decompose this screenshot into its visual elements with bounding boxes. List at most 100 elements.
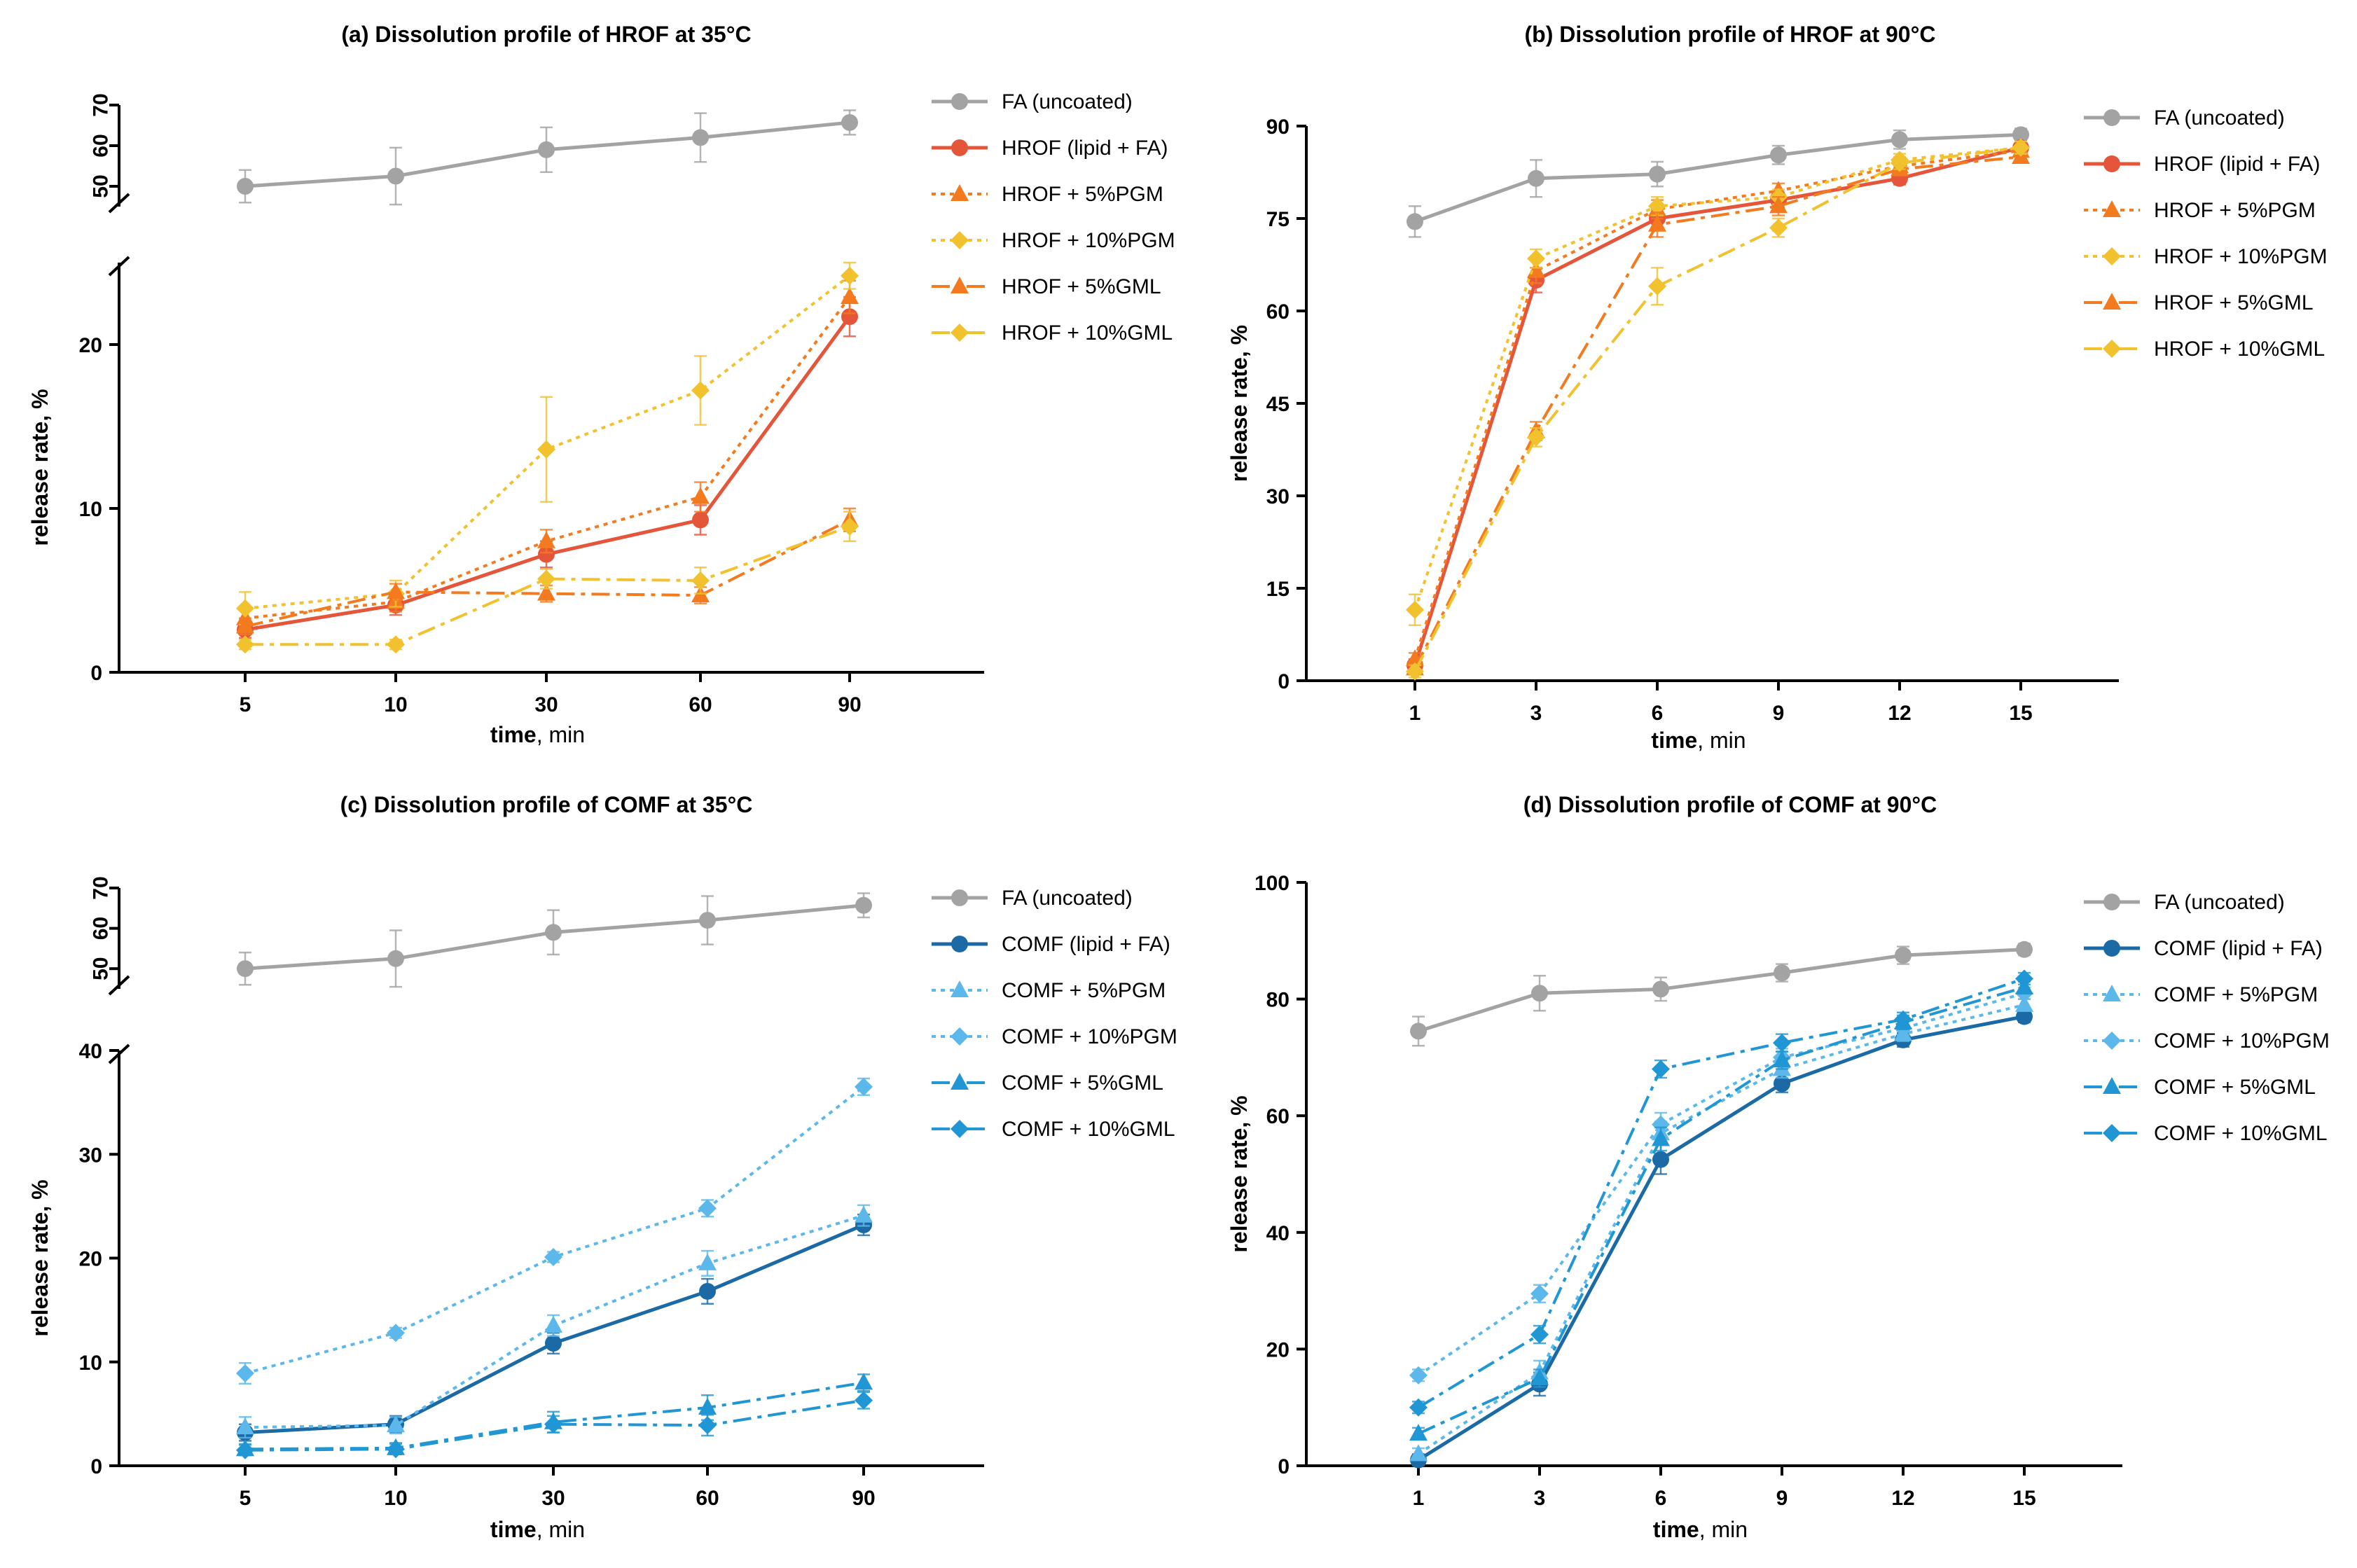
legend-item: HROF + 10%GML (932, 321, 1173, 345)
data-point (236, 1441, 254, 1459)
legend-label: HROF + 5%PGM (2154, 199, 2316, 222)
legend-item: COMF + 5%PGM (932, 979, 1166, 1002)
x-axis-label: time, min (1651, 728, 1746, 753)
series-line (1414, 132, 2021, 223)
legend-marker (2103, 340, 2121, 358)
data-point (1769, 218, 1788, 237)
data-point (1409, 1398, 1428, 1417)
series-5 (1409, 969, 2033, 1417)
x-tick-label: 12 (1888, 702, 1911, 725)
series-line (1417, 977, 2025, 1409)
legend-item: FA (uncoated) (2084, 106, 2285, 130)
legend-label: HROF + 5%GML (1002, 275, 1161, 298)
series-line (1418, 986, 2025, 1436)
y-tick-label: 15 (1266, 578, 1290, 601)
data-point (1652, 1151, 1669, 1168)
series-3 (236, 261, 859, 626)
legend-label: HROF + 5%GML (2154, 291, 2314, 314)
chart-title: (a) Dissolution profile of HROF at 35°C (341, 22, 751, 47)
legend-item: HROF + 5%GML (932, 275, 1161, 298)
series-3 (236, 1077, 873, 1385)
legend-item: HROF + 10%PGM (932, 229, 1175, 252)
data-point (544, 1248, 562, 1267)
data-point (537, 531, 555, 548)
legend-label: FA (uncoated) (2154, 891, 2285, 914)
legend-item: COMF (lipid + FA) (2084, 937, 2323, 960)
y-tick-label: 60 (90, 134, 113, 157)
legend-label: COMF + 5%PGM (1002, 979, 1166, 1002)
x-tick-label: 15 (2009, 702, 2032, 725)
series-line (244, 275, 851, 610)
y-tick-label: 50 (90, 174, 113, 197)
legend-label: HROF (lipid + FA) (2154, 153, 2321, 176)
legend-marker (951, 184, 969, 201)
data-point (692, 511, 709, 529)
legend-item: COMF + 5%PGM (2084, 983, 2318, 1006)
chart-panel-b: (b) Dissolution profile of HROF at 90°C 0… (1226, 22, 2328, 753)
y-tick-label: 75 (1266, 208, 1290, 231)
data-point (841, 287, 859, 305)
legend-label: HROF + 10%PGM (2154, 245, 2328, 268)
legend-label: COMF (lipid + FA) (1002, 933, 1170, 956)
y-tick-label: 60 (90, 917, 113, 940)
series-2 (1406, 141, 2030, 667)
x-tick-label: 30 (534, 693, 558, 716)
x-tick-label: 9 (1773, 702, 1785, 725)
data-point (1530, 1368, 1549, 1386)
legend-label: COMF + 5%GML (1002, 1071, 1163, 1095)
series-3 (1406, 138, 2030, 627)
data-point (1527, 428, 1545, 447)
data-point (699, 912, 716, 929)
data-point (537, 583, 555, 601)
data-point (691, 487, 710, 504)
legend-item: COMF (lipid + FA) (932, 933, 1170, 956)
axis-break-mark (108, 1043, 130, 1064)
legend-item: HROF + 5%PGM (2084, 199, 2316, 222)
data-point (1409, 1424, 1428, 1441)
chart-panel-a: (a) Dissolution profile of HROF at 35°C 5… (27, 22, 1175, 747)
data-point (1406, 600, 1424, 619)
legend-marker (951, 231, 969, 249)
series-4 (1406, 147, 2030, 676)
legend-item: COMF + 10%GML (2084, 1122, 2328, 1145)
data-point (387, 635, 405, 654)
legend-marker (2103, 293, 2121, 310)
x-tick-label: 6 (1655, 1487, 1667, 1510)
legend-marker (951, 93, 968, 110)
legend-marker (2103, 1124, 2121, 1142)
legend-marker (2103, 894, 2120, 910)
legend-item: HROF + 5%PGM (932, 183, 1163, 206)
data-point (1895, 947, 1912, 964)
legend-label: COMF + 10%PGM (1002, 1025, 1177, 1048)
data-point (387, 1440, 405, 1459)
data-point (1652, 980, 1669, 998)
legend-marker (2103, 155, 2120, 172)
x-tick-label: 15 (2012, 1487, 2035, 1510)
data-point (2015, 994, 2033, 1012)
data-point (698, 1397, 717, 1415)
chart-panel-d: (d) Dissolution profile of COMF at 90°C 0… (1226, 792, 2330, 1542)
data-point (1649, 165, 1666, 183)
legend-label: FA (uncoated) (1002, 887, 1133, 910)
y-tick-label: 0 (90, 662, 102, 685)
chart-panel-c: (c) Dissolution profile of COMF at 35°C 5… (27, 792, 1177, 1542)
legend-marker (951, 1120, 969, 1138)
data-point (2016, 1008, 2033, 1025)
y-tick-label: 30 (1266, 485, 1290, 508)
series-0 (237, 892, 872, 988)
data-point (237, 178, 254, 195)
legend-marker (951, 139, 968, 156)
y-tick-label: 0 (1278, 1455, 1290, 1478)
y-tick-label: 20 (1266, 1338, 1290, 1361)
data-point (387, 582, 405, 599)
y-tick-label: 10 (79, 498, 102, 521)
legend-label: COMF (lipid + FA) (2154, 937, 2323, 960)
data-point (691, 571, 710, 590)
legend-item: HROF (lipid + FA) (2084, 153, 2321, 176)
legend-label: HROF + 5%PGM (1002, 183, 1163, 206)
legend-marker (951, 980, 969, 997)
series-1 (1406, 139, 2029, 674)
legend-marker (2103, 1032, 2121, 1050)
series-line (1413, 149, 2021, 660)
data-point (1774, 1075, 1790, 1092)
